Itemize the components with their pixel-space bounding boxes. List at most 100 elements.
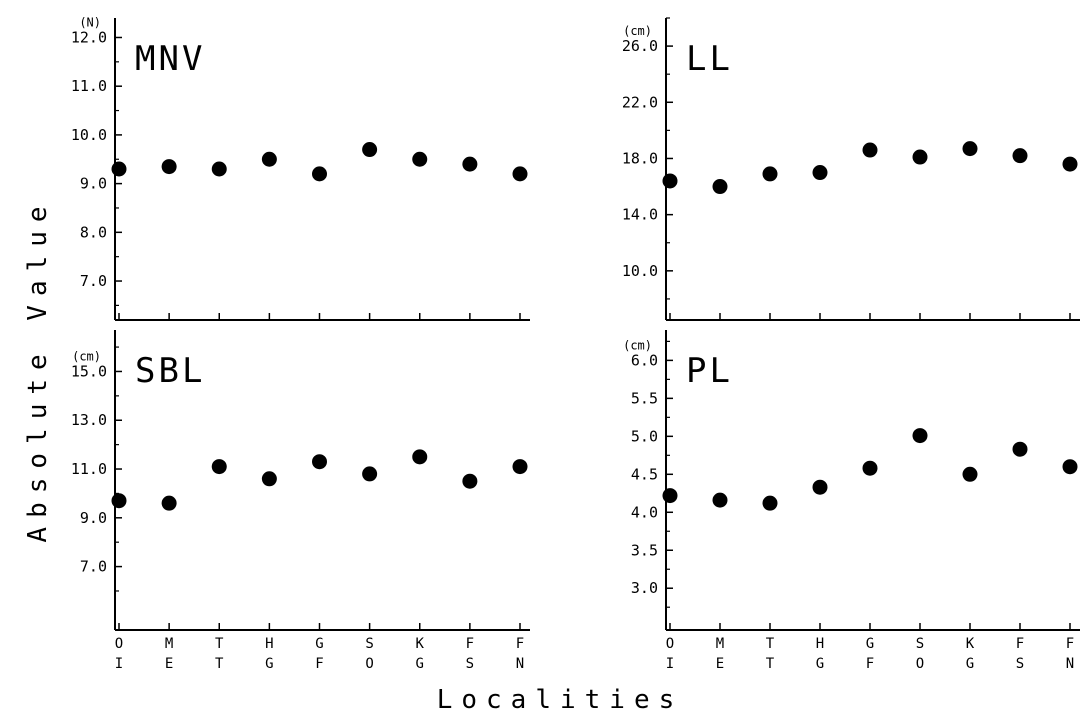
sbl-x-category-label-bottom: T [215,656,224,672]
sbl-data-point [111,493,127,509]
sbl-x-category-label-bottom: S [466,656,474,672]
pl-data-point [1062,459,1078,475]
sbl-x-category-label-top: O [115,636,123,652]
pl-x-category-label-bottom: O [916,656,924,672]
pl-y-tick-label: 5.0 [631,427,658,445]
mnv-data-point [312,166,327,182]
ll-data-point [812,165,828,181]
sbl-y-tick-label: 13.0 [71,411,107,429]
mnv-y-tick-label: 7.0 [80,272,107,290]
ll-y-tick-label: 18.0 [622,149,658,167]
ll-y-tick-label: 10.0 [622,262,658,280]
ll-y-tick-label: 26.0 [622,37,658,55]
mnv-panel-title: MNV [135,39,205,79]
ll-data-point [712,179,728,195]
pl-y-tick-label: 3.5 [631,541,658,559]
pl-x-category-label-bottom: I [666,656,674,672]
pl-x-category-label-bottom: F [866,656,874,672]
pl-x-category-label-bottom: T [766,656,775,672]
ll-data-point [1012,148,1028,164]
pl-data-point [962,466,978,482]
mnv-data-point [362,142,378,158]
pl-x-category-label-top: F [1016,636,1024,652]
sbl-panel-title: SBL [135,351,205,391]
sbl-y-tick-label: 9.0 [80,509,107,527]
sbl-x-category-label-top: T [215,636,224,652]
pl-y-tick-label: 4.5 [631,465,658,483]
pl-x-category-label-top: T [766,636,775,652]
sbl-x-category-label-top: M [165,636,173,652]
pl-x-category-label-top: O [666,636,674,652]
mnv-y-tick-label: 8.0 [80,223,107,241]
sbl-data-point [362,466,378,482]
sbl-y-tick-label: 11.0 [71,460,107,478]
mnv-data-point [211,161,227,177]
mnv-y-tick-label: 10.0 [71,126,107,144]
ll-data-point [762,166,778,182]
pl-panel-title: PL [686,351,733,391]
mnv-unit-label: (N) [79,15,101,29]
pl-y-tick-label: 4.0 [631,503,658,521]
ll-data-point [962,141,978,157]
ll-unit-label: (cm) [623,24,652,38]
pl-data-point [762,495,778,511]
sbl-x-category-label-bottom: E [165,656,173,672]
sbl-data-point [412,449,428,465]
sbl-x-category-label-top: H [265,636,273,652]
pl-y-tick-label: 6.0 [631,351,658,369]
mnv-y-tick-label: 12.0 [71,28,107,46]
sbl-y-tick-label: 7.0 [80,558,107,576]
pl-data-point [1012,441,1028,457]
sbl-x-category-label-top: K [416,636,425,652]
ll-y-tick-label: 14.0 [622,206,658,224]
sbl-x-category-label-top: F [466,636,474,652]
pl-x-category-label-bottom: G [816,656,824,672]
sbl-data-point [462,473,478,489]
pl-y-tick-label: 3.0 [631,579,658,597]
sbl-data-point [211,459,227,475]
pl-data-point [912,428,928,444]
sbl-data-point [261,471,277,487]
sbl-x-category-label-bottom: O [365,656,373,672]
sbl-y-tick-label: 15.0 [71,362,107,380]
ll-data-point [912,149,928,165]
pl-x-category-label-bottom: S [1016,656,1024,672]
pl-data-point [862,460,878,476]
mnv-data-point [261,151,277,167]
pl-y-tick-label: 5.5 [631,389,658,407]
mnv-data-point [462,156,478,172]
pl-x-category-label-bottom: E [716,656,724,672]
sbl-x-category-label-top: F [516,636,524,652]
ll-data-point [662,173,678,189]
sbl-data-point [161,495,177,511]
y-axis-title: Absolute Value [23,197,53,542]
mnv-y-tick-label: 11.0 [71,77,107,95]
sbl-x-category-label-top: G [315,636,323,652]
sbl-x-category-label-top: S [365,636,373,652]
sbl-x-category-label-bottom: G [416,656,424,672]
x-axis-title: Localities [437,685,684,715]
pl-data-point [712,492,728,508]
pl-x-category-label-top: S [916,636,924,652]
pl-x-category-label-top: M [716,636,724,652]
pl-x-category-label-bottom: N [1066,656,1074,672]
sbl-x-category-label-bottom: G [265,656,273,672]
ll-y-tick-label: 22.0 [622,93,658,111]
mnv-data-point [512,166,528,182]
mnv-y-tick-label: 9.0 [80,175,107,193]
pl-x-category-label-bottom: G [966,656,974,672]
mnv-data-point [111,161,127,177]
pl-data-point [812,479,828,495]
pl-data-point [662,488,678,504]
mnv-data-point [161,159,177,175]
sbl-x-category-label-bottom: F [315,656,323,672]
pl-unit-label: (cm) [623,338,652,352]
sbl-data-point [312,454,327,470]
sbl-data-point [512,459,528,475]
pl-x-category-label-top: H [816,636,824,652]
ll-panel-title: LL [686,39,733,79]
pl-x-category-label-top: G [866,636,874,652]
mnv-data-point [412,151,428,167]
